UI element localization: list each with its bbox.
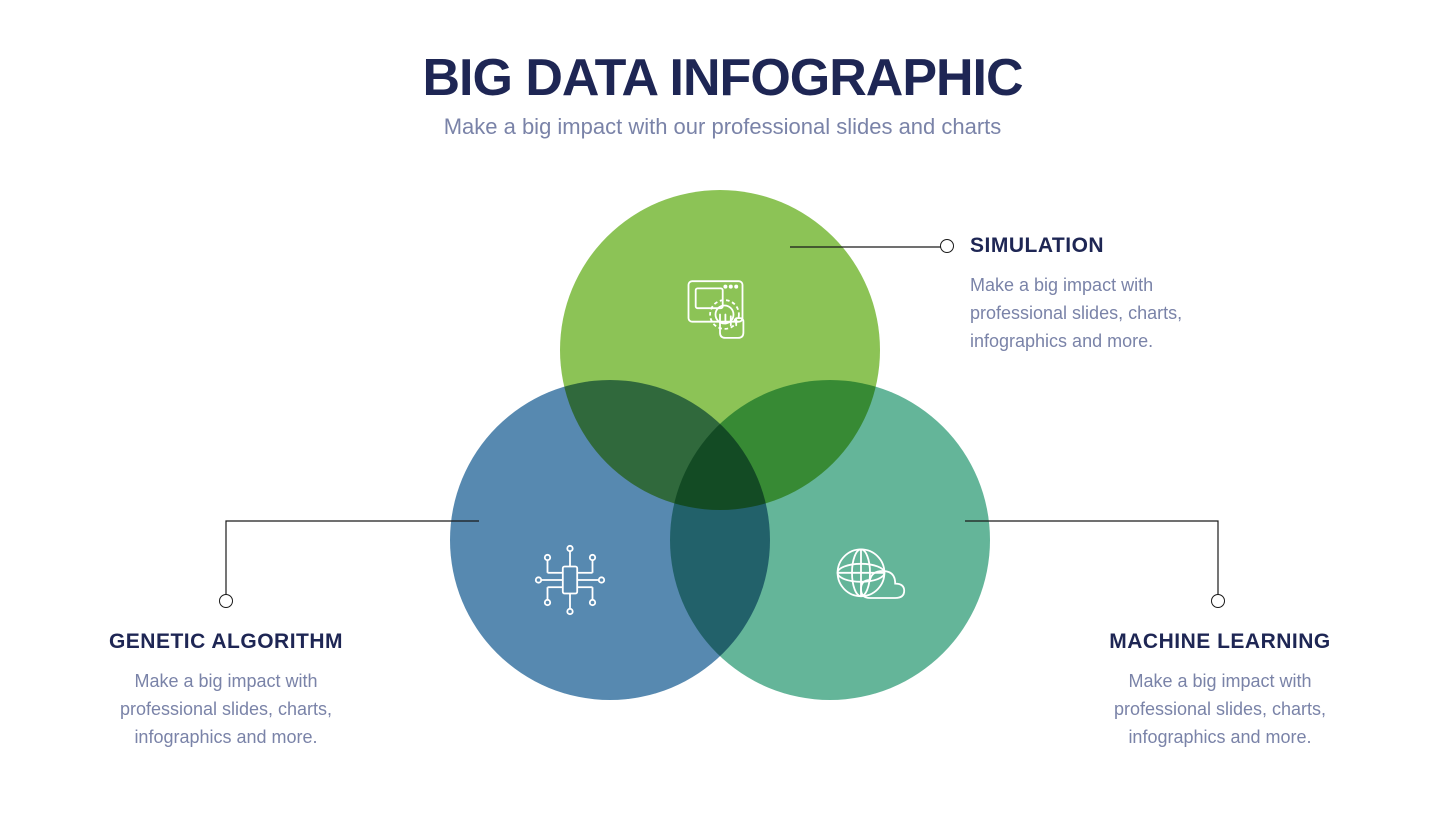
callout-heading-ml: MACHINE LEARNING: [1080, 630, 1360, 654]
endpoint-genetic: [219, 594, 233, 608]
globe-cloud-icon: [825, 535, 915, 625]
connector-genetic: [225, 520, 479, 600]
circuit-chip-icon: [525, 535, 615, 625]
endpoint-ml: [1211, 594, 1225, 608]
touch-screen-icon: [675, 265, 765, 355]
page-title: BIG DATA INFOGRAPHIC: [0, 0, 1445, 108]
callout-simulation: SIMULATION Make a big impact with profes…: [970, 234, 1250, 356]
callout-ml: MACHINE LEARNING Make a big impact with …: [1080, 630, 1360, 752]
callout-body-simulation: Make a big impact with professional slid…: [970, 272, 1250, 356]
page-subtitle: Make a big impact with our professional …: [0, 114, 1445, 140]
callout-body-ml: Make a big impact with professional slid…: [1080, 668, 1360, 752]
callout-heading-genetic: GENETIC ALGORITHM: [86, 630, 366, 654]
connector-simulation: [790, 246, 950, 248]
callout-heading-simulation: SIMULATION: [970, 234, 1250, 258]
callout-body-genetic: Make a big impact with professional slid…: [86, 668, 366, 752]
venn-diagram: SIMULATION Make a big impact with profes…: [0, 190, 1445, 810]
callout-genetic: GENETIC ALGORITHM Make a big impact with…: [86, 630, 366, 752]
endpoint-simulation: [940, 239, 954, 253]
connector-ml: [965, 520, 1219, 600]
